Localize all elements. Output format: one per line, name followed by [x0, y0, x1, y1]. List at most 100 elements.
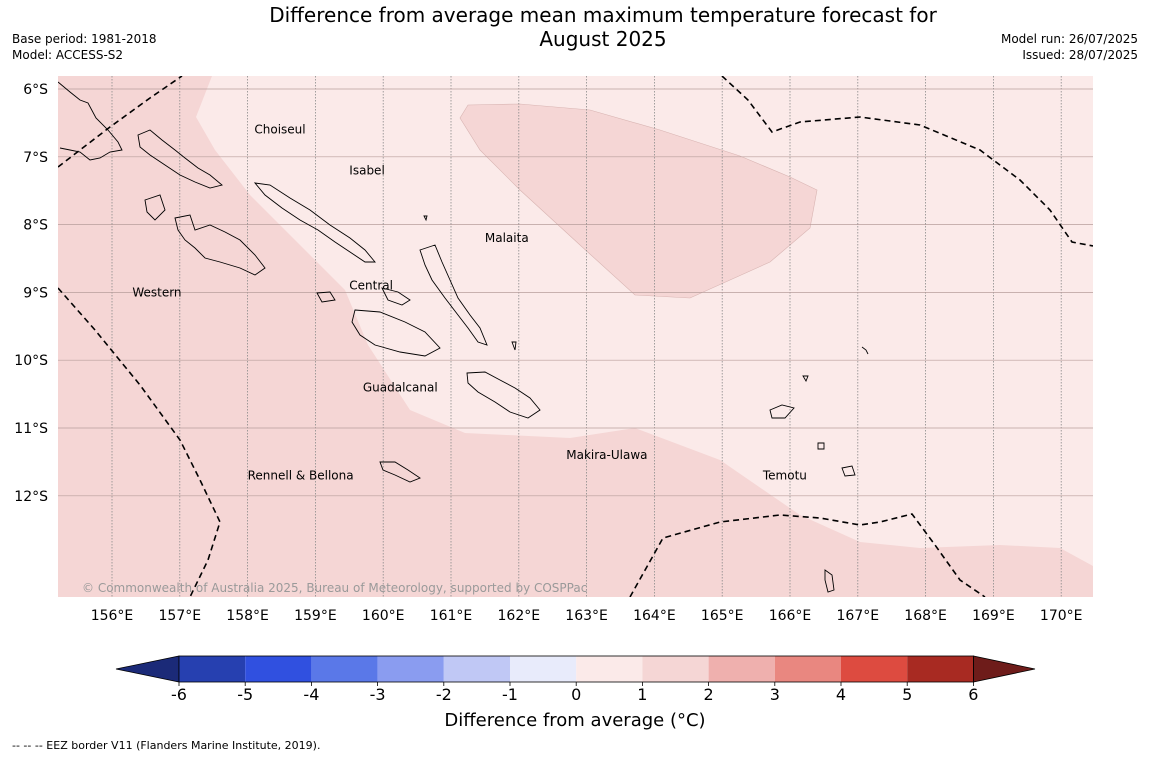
- anomaly-region-0-1: [196, 76, 1093, 566]
- eez-border: [58, 76, 1093, 597]
- colorbar-segment: [443, 656, 510, 682]
- longitude-labels: 156°E 157°E 158°E 159°E 160°E 161°E 162°E 163°E…: [91, 608, 1083, 624]
- lat-tick-label: 8°S: [23, 218, 48, 234]
- colorbar-tick-label: 4: [836, 685, 846, 704]
- island-makira: [466, 371, 541, 419]
- colorbar: -6 -5 -4 -3 -2 -1 0 1 2 3 4 5 6: [115, 655, 1036, 704]
- issued-date: Issued: 28/07/2025: [1022, 48, 1138, 62]
- colorbar-segment: [245, 656, 312, 682]
- lat-tick-label: 6°S: [23, 82, 48, 98]
- island-isabel: [253, 182, 376, 263]
- lon-tick-label: 159°E: [294, 608, 337, 624]
- lon-tick-label: 169°E: [972, 608, 1015, 624]
- latitude-labels: 6°S 7°S 8°S 9°S 10°S 11°S 12°S: [14, 82, 48, 505]
- region-labels: Choiseul Isabel Malaita Western Central Guada…: [132, 123, 807, 483]
- island-rennell: [379, 461, 421, 483]
- island-savo-russell: [316, 291, 336, 303]
- eez-line-north-west: [58, 76, 183, 168]
- colorbar-segment: [311, 656, 378, 682]
- colorbar-segment: [576, 656, 643, 682]
- colorbar-segment: [774, 656, 841, 682]
- colorbar-segment: [708, 656, 775, 682]
- eez-legend: -- -- -- EEZ border V11 (Flanders Marine…: [12, 739, 321, 752]
- island-guadalcanal: [351, 309, 441, 357]
- colorbar-tick-label: 3: [770, 685, 780, 704]
- region-label: Malaita: [485, 231, 529, 245]
- island-tikopia: [824, 569, 835, 593]
- model-run: Model run: 26/07/2025: [1000, 32, 1138, 46]
- islet-sikaiana: [511, 341, 517, 351]
- colorbar-tick-label: -4: [303, 685, 319, 704]
- colorbar-segment: [642, 656, 709, 682]
- meta-left: Base period: 1981-2018 Model: ACCESS-S2: [12, 31, 157, 63]
- chart-title: Difference from average mean maximum tem…: [200, 3, 1006, 51]
- base-period: Base period: 1981-2018: [12, 32, 157, 46]
- colorbar-segment: [377, 656, 444, 682]
- island-vanikoro: [841, 465, 856, 477]
- eez-line-south-east: [629, 513, 986, 597]
- lon-tick-label: 164°E: [633, 608, 676, 624]
- islet-ontong: [861, 346, 869, 355]
- colorbar-tick-label: -5: [237, 685, 253, 704]
- islet-ramos: [423, 215, 428, 222]
- islet-duff: [802, 375, 809, 383]
- colorbar-tick-label: 5: [902, 685, 912, 704]
- island-malaita: [419, 244, 488, 346]
- lon-tick-label: 167°E: [837, 608, 880, 624]
- islet-reef: [817, 442, 825, 450]
- lon-tick-label: 166°E: [769, 608, 812, 624]
- region-label: Makira-Ulawa: [566, 448, 647, 462]
- lat-tick-label: 12°S: [14, 489, 48, 505]
- colorbar-segment: [907, 656, 974, 682]
- region-label: Rennell & Bellona: [248, 468, 354, 482]
- lon-tick-label: 156°E: [91, 608, 134, 624]
- region-label: Choiseul: [254, 123, 305, 137]
- colorbar-segment: [179, 656, 246, 682]
- meta-right: Model run: 26/07/2025 Issued: 28/07/2025: [1001, 31, 1138, 63]
- lon-tick-label: 170°E: [1040, 608, 1083, 624]
- lat-tick-label: 11°S: [14, 421, 48, 437]
- coastline: [58, 81, 869, 593]
- lon-tick-label: 165°E: [701, 608, 744, 624]
- island-vella-lavella: [144, 194, 166, 221]
- colorbar-segment: [510, 656, 577, 682]
- lat-tick-label: 10°S: [14, 353, 48, 369]
- colorbar-tick-label: -2: [436, 685, 452, 704]
- title-line-2: August 2025: [539, 27, 667, 51]
- colorbar-segment: [841, 656, 908, 682]
- island-florida: [381, 287, 411, 306]
- lat-tick-label: 9°S: [23, 285, 48, 301]
- island-choiseul: [137, 129, 223, 189]
- lon-tick-label: 158°E: [226, 608, 269, 624]
- lon-tick-label: 168°E: [904, 608, 947, 624]
- colorbar-tick-label: -6: [171, 685, 187, 704]
- colorbar-tick-label: 2: [704, 685, 714, 704]
- lon-tick-label: 157°E: [159, 608, 202, 624]
- title-line-1: Difference from average mean maximum tem…: [269, 3, 937, 27]
- region-label: Isabel: [349, 163, 384, 177]
- region-label: Temotu: [762, 468, 807, 482]
- eez-line-north-east: [721, 76, 1093, 247]
- region-label: Guadalcanal: [363, 380, 438, 394]
- graticule: [58, 76, 1093, 597]
- lon-tick-label: 160°E: [362, 608, 405, 624]
- colorbar-tick-label: -1: [502, 685, 518, 704]
- lon-tick-label: 161°E: [430, 608, 473, 624]
- island-ndende: [769, 404, 795, 419]
- island-new-georgia: [174, 214, 266, 276]
- colorbar-extend-low: [115, 655, 180, 683]
- colorbar-tick-label: 0: [571, 685, 581, 704]
- region-label: Central: [349, 279, 393, 293]
- colorbar-extend-high: [973, 655, 1036, 683]
- colorbar-tick-label: -3: [370, 685, 386, 704]
- island-bougainville: [58, 81, 123, 161]
- copyright-notice: © Commonwealth of Australia 2025, Bureau…: [82, 581, 587, 595]
- model-name: Model: ACCESS-S2: [12, 48, 124, 62]
- lon-tick-label: 162°E: [498, 608, 541, 624]
- map-panel: Choiseul Isabel Malaita Western Central Guada…: [58, 76, 1093, 597]
- colorbar-tick-label: 6: [968, 685, 978, 704]
- colorbar-label: Difference from average (°C): [444, 710, 706, 731]
- lon-tick-label: 163°E: [565, 608, 608, 624]
- colorbar-tick-label: 1: [637, 685, 647, 704]
